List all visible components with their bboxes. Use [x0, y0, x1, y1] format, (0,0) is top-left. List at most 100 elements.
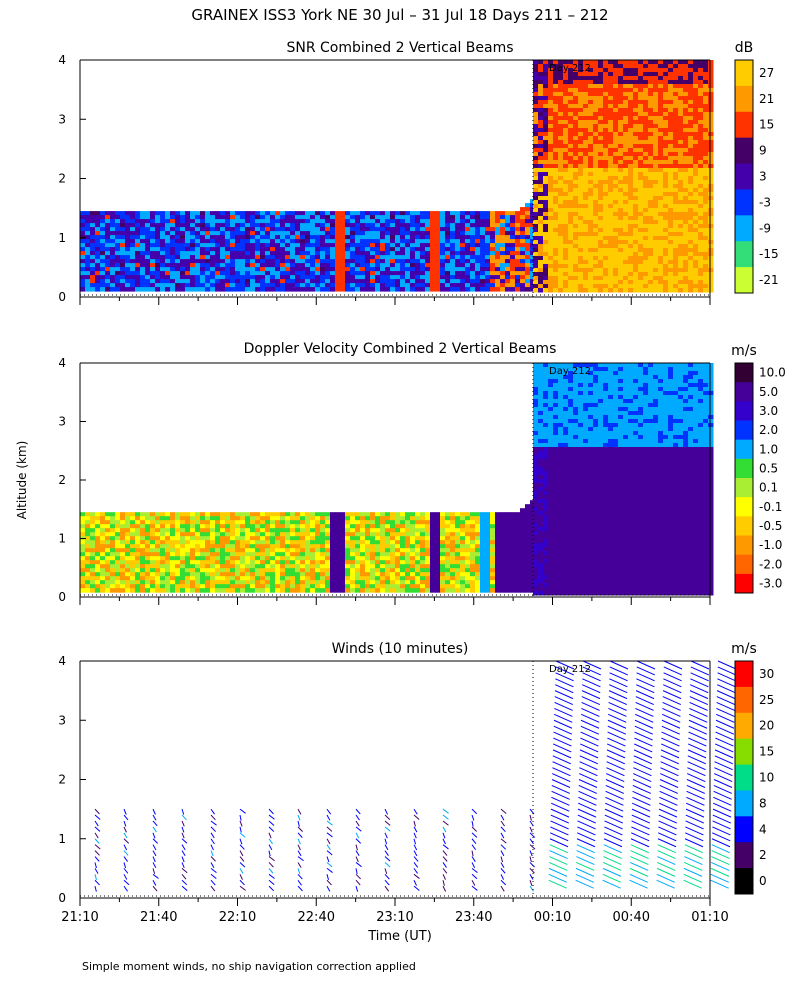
- heatmap-cell: [563, 284, 569, 289]
- heatmap-cell: [658, 156, 664, 161]
- heatmap-cell: [260, 568, 266, 573]
- heatmap-cell: [100, 524, 106, 529]
- heatmap-cell: [573, 112, 579, 117]
- heatmap-cell: [90, 540, 96, 545]
- heatmap-cell: [270, 540, 276, 545]
- heatmap-cell: [673, 284, 679, 289]
- heatmap-cell: [400, 275, 406, 280]
- heatmap-cell: [95, 516, 101, 521]
- heatmap-cell: [345, 231, 351, 236]
- heatmap-cell: [673, 116, 679, 121]
- heatmap-cell: [688, 224, 694, 229]
- heatmap-cell: [613, 192, 619, 197]
- heatmap-cell: [175, 215, 181, 220]
- heatmap-cell: [155, 516, 161, 521]
- heatmap-cell: [260, 247, 266, 252]
- heatmap-cell: [385, 247, 391, 252]
- heatmap-cell: [190, 520, 196, 525]
- heatmap-cell: [543, 172, 549, 177]
- heatmap-cell: [100, 211, 106, 216]
- heatmap-cell: [563, 80, 569, 85]
- heatmap-cell: [145, 532, 151, 537]
- heatmap-cell: [568, 256, 574, 261]
- heatmap-cell: [205, 211, 211, 216]
- heatmap-cell: [608, 232, 614, 237]
- heatmap-cell: [435, 283, 441, 288]
- heatmap-cell: [533, 240, 539, 245]
- heatmap-cell: [628, 100, 634, 105]
- heatmap-cell: [708, 176, 714, 181]
- heatmap-cell: [588, 100, 594, 105]
- heatmap-cell: [633, 188, 639, 193]
- heatmap-cell: [543, 276, 549, 281]
- heatmap-cell: [275, 552, 281, 557]
- heatmap-cell: [703, 216, 709, 221]
- heatmap-cell: [658, 268, 664, 273]
- heatmap-cell: [135, 279, 141, 284]
- heatmap-cell: [105, 588, 111, 593]
- heatmap-cell: [345, 279, 351, 284]
- heatmap-cell: [573, 140, 579, 145]
- heatmap-cell: [435, 275, 441, 280]
- heatmap-cell: [225, 512, 231, 517]
- heatmap-cell: [95, 223, 101, 228]
- heatmap-cell: [105, 552, 111, 557]
- heatmap-cell: [165, 223, 171, 228]
- heatmap-cell: [573, 284, 579, 289]
- heatmap-cell: [120, 235, 126, 240]
- heatmap-cell: [310, 247, 316, 252]
- heatmap-cell: [310, 560, 316, 565]
- heatmap-cell: [210, 279, 216, 284]
- heatmap-cell: [583, 176, 589, 181]
- heatmap-cell: [250, 271, 256, 276]
- heatmap-cell: [688, 68, 694, 73]
- heatmap-cell: [608, 200, 614, 205]
- heatmap-cell: [538, 140, 544, 145]
- heatmap-cell: [195, 544, 201, 549]
- heatmap-cell: [530, 243, 536, 248]
- heatmap-cell: [180, 279, 186, 284]
- heatmap-cell: [265, 287, 271, 292]
- heatmap-cell: [583, 136, 589, 141]
- heatmap-cell: [648, 260, 654, 265]
- heatmap-cell: [703, 272, 709, 277]
- heatmap-cell: [285, 536, 291, 541]
- heatmap-cell: [603, 260, 609, 265]
- heatmap-cell: [538, 136, 544, 141]
- heatmap-cell: [653, 152, 659, 157]
- heatmap-cell: [305, 560, 311, 565]
- heatmap-cell: [563, 148, 569, 153]
- heatmap-cell: [688, 252, 694, 257]
- heatmap-cell: [435, 227, 441, 232]
- heatmap-cell: [663, 204, 669, 209]
- heatmap-cell: [460, 267, 466, 272]
- heatmap-cell: [425, 255, 431, 260]
- heatmap-cell: [260, 223, 266, 228]
- heatmap-cell: [340, 223, 346, 228]
- heatmap-cell: [165, 243, 171, 248]
- heatmap-cell: [673, 216, 679, 221]
- heatmap-cell: [613, 124, 619, 129]
- heatmap-cell: [530, 219, 536, 224]
- heatmap-cell: [185, 267, 191, 272]
- heatmap-cell: [593, 224, 599, 229]
- heatmap-cell: [260, 279, 266, 284]
- heatmap-cell: [400, 223, 406, 228]
- heatmap-cell: [480, 215, 486, 220]
- heatmap-cell: [325, 520, 331, 525]
- heatmap-cell: [563, 108, 569, 113]
- heatmap-cell: [693, 280, 699, 285]
- heatmap-cell: [135, 576, 141, 581]
- heatmap-cell: [415, 219, 421, 224]
- heatmap-cell: [698, 196, 704, 201]
- heatmap-cell: [410, 259, 416, 264]
- heatmap-cell: [628, 168, 634, 173]
- heatmap-cell: [573, 72, 579, 77]
- heatmap-cell: [608, 108, 614, 113]
- heatmap-cell: [155, 247, 161, 252]
- heatmap-cell: [135, 239, 141, 244]
- heatmap-cell: [568, 252, 574, 257]
- heatmap-cell: [325, 552, 331, 557]
- heatmap-cell: [663, 236, 669, 241]
- heatmap-cell: [588, 88, 594, 93]
